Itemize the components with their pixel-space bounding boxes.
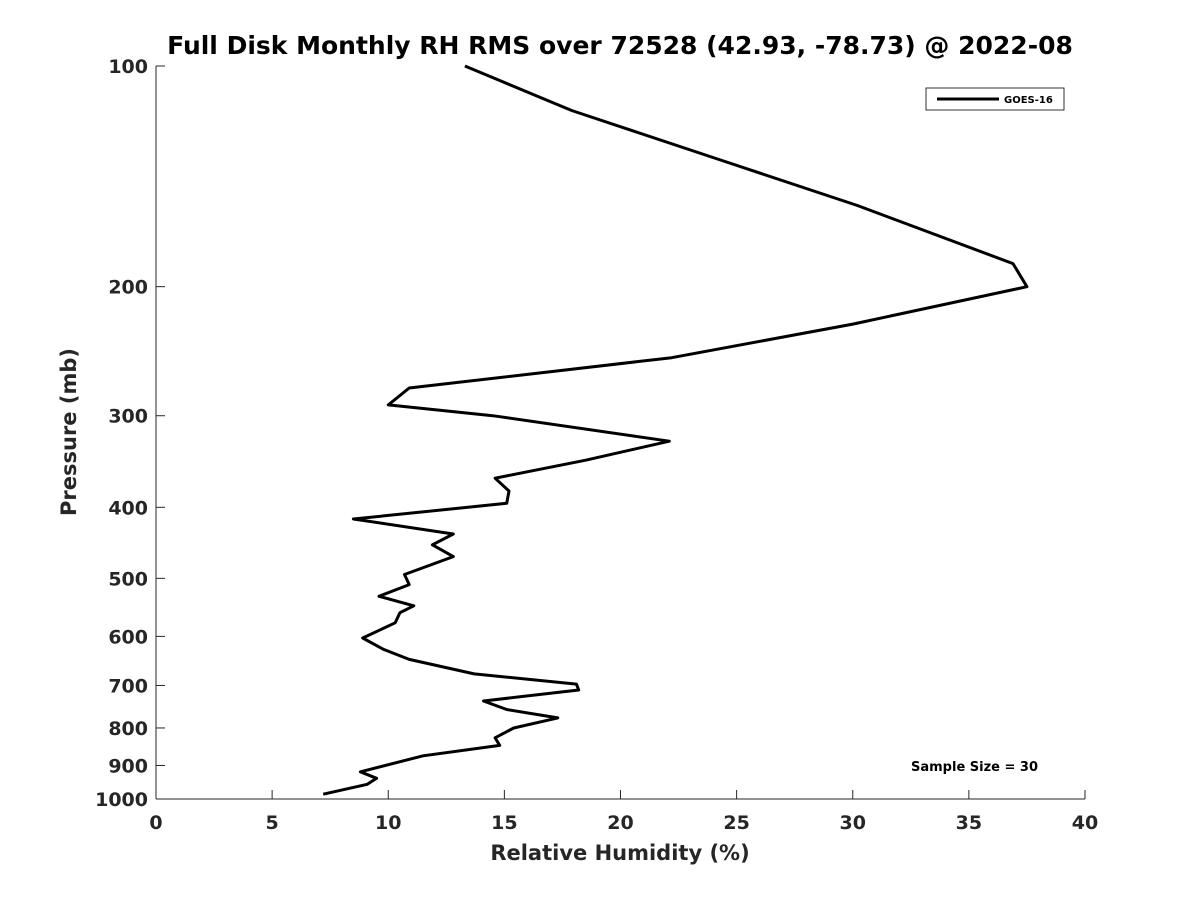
series-layer bbox=[322, 64, 1029, 796]
x-tick-label-40: 40 bbox=[1072, 812, 1098, 834]
y-tick-label-400: 400 bbox=[108, 497, 148, 519]
sample-size-annotation: Sample Size = 30 bbox=[911, 760, 1038, 775]
y-tick-label-200: 200 bbox=[108, 277, 148, 299]
y-tick-label-700: 700 bbox=[108, 675, 148, 697]
x-tick-label-15: 15 bbox=[491, 812, 517, 834]
legend-label-goes-16: GOES-16 bbox=[1004, 95, 1053, 106]
x-tick-label-0: 0 bbox=[149, 812, 162, 834]
y-tick-label-1000: 1000 bbox=[95, 789, 148, 811]
x-tick-label-10: 10 bbox=[375, 812, 401, 834]
x-axis-ticks: 0 5 10 15 20 25 30 35 40 bbox=[149, 790, 1098, 834]
chart-title: Full Disk Monthly RH RMS over 72528 (42.… bbox=[167, 31, 1073, 60]
y-axis-label: Pressure (mb) bbox=[57, 348, 81, 516]
y-tick-label-900: 900 bbox=[108, 755, 148, 777]
x-tick-label-5: 5 bbox=[266, 812, 279, 834]
series-line-goes-16 bbox=[322, 64, 1029, 796]
y-tick-label-800: 800 bbox=[108, 718, 148, 740]
x-axis-label: Relative Humidity (%) bbox=[490, 841, 749, 865]
y-axis-ticks: 100 200 300 400 500 600 700 800 900 1000 bbox=[95, 56, 165, 811]
plot-area: 0 5 10 15 20 25 30 35 40 100 200 300 400 500 600 700 80… bbox=[95, 56, 1098, 834]
x-tick-label-35: 35 bbox=[956, 812, 982, 834]
y-tick-label-500: 500 bbox=[108, 568, 148, 590]
x-tick-label-25: 25 bbox=[723, 812, 749, 834]
y-tick-label-300: 300 bbox=[108, 406, 148, 428]
y-tick-label-600: 600 bbox=[108, 626, 148, 648]
x-tick-label-20: 20 bbox=[607, 812, 633, 834]
y-tick-label-100: 100 bbox=[108, 56, 148, 78]
x-tick-label-30: 30 bbox=[840, 812, 866, 834]
legend: GOES-16 bbox=[925, 87, 1065, 111]
